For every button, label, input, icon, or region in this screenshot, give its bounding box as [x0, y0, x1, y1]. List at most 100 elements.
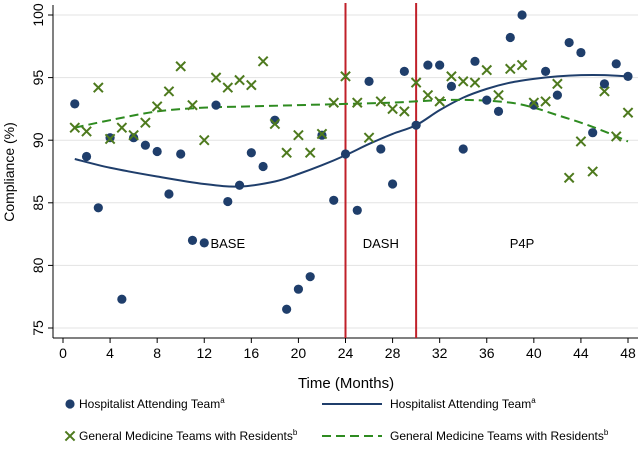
gen-med-point	[552, 78, 563, 90]
gen-med-point	[304, 147, 316, 159]
gen-med-point	[293, 129, 304, 141]
x-tick-label: 20	[291, 345, 307, 361]
series-dots	[70, 10, 633, 314]
hospitalist-point	[588, 128, 598, 138]
legend-superscript: b	[604, 428, 609, 437]
x-tick-label: 24	[338, 345, 354, 361]
gen-med-point	[469, 77, 481, 88]
x-tick-label: 8	[153, 345, 161, 361]
gen-med-point	[481, 64, 493, 76]
gen-med-point	[610, 131, 622, 142]
hospitalist-point	[258, 161, 268, 172]
legend-label: Hospitalist Attending Teama	[390, 396, 536, 411]
gen-med-point	[81, 126, 92, 137]
legend-entry: Hospitalist Attending Teama	[65, 396, 225, 411]
hospitalist-point	[329, 195, 339, 205]
hospitalist-point	[505, 32, 515, 43]
gen-med-point	[446, 71, 457, 82]
gen-med-point	[140, 117, 151, 128]
x-axis-label: Time (Months)	[298, 375, 394, 392]
legend-label: General Medicine Teams with Residentsb	[79, 428, 298, 443]
hospitalist-point	[399, 66, 409, 76]
hospitalist-point	[623, 71, 633, 81]
gen-med-point	[434, 96, 445, 107]
series-solid	[74, 73, 629, 188]
legend-superscript: a	[220, 396, 225, 405]
gen-med-point	[234, 74, 245, 86]
legend-entry: General Medicine Teams with Residentsb	[322, 428, 609, 443]
hospitalist-point	[470, 56, 480, 66]
hospitalist-point	[81, 151, 92, 162]
gen-med-point	[504, 63, 516, 75]
x-tick-label: 4	[106, 345, 114, 361]
gen-med-point	[351, 97, 363, 108]
gen-med-point	[410, 77, 422, 88]
gen-med-point	[422, 89, 434, 101]
phase-label: BASE	[210, 236, 245, 251]
hospitalist-point	[376, 144, 386, 154]
gen-med-point	[116, 122, 128, 133]
hospitalist-point	[223, 196, 233, 207]
gen-med-point	[316, 128, 328, 140]
gen-med-point	[516, 59, 528, 71]
x-tick-label: 0	[59, 345, 67, 361]
gen-med-point	[328, 97, 340, 108]
hospitalist-point	[552, 90, 562, 100]
x-tick-label: 40	[526, 345, 542, 361]
hospitalist-point	[176, 149, 186, 159]
hospitalist-point	[246, 148, 256, 158]
hospitalist-point	[423, 60, 433, 70]
gen-med-point	[622, 107, 634, 118]
gen-med-point	[93, 82, 104, 93]
hospitalist-point	[152, 146, 162, 157]
hospitalist-point	[187, 235, 198, 245]
gen-med-point	[457, 76, 469, 87]
hospitalist-point	[493, 106, 504, 117]
gen-med-point	[128, 129, 139, 141]
gen-med-point	[528, 97, 540, 108]
series-dashed	[74, 98, 629, 143]
gen-med-point	[540, 96, 551, 107]
phase-label: DASH	[363, 236, 399, 251]
hospitalist-point	[305, 272, 315, 282]
hospitalist-point	[517, 10, 527, 20]
gen-med-point	[281, 147, 292, 159]
hospitalist-point	[435, 60, 445, 70]
hospitalist-point	[340, 149, 351, 159]
gen-med-point	[104, 133, 116, 145]
y-tick-label: 80	[30, 257, 46, 273]
phase-lines: BASE DASH P4P	[210, 3, 534, 338]
hospitalist-point	[211, 100, 221, 110]
hospitalist-point	[611, 59, 621, 69]
legend-entry: General Medicine Teams with Residentsb	[64, 428, 298, 443]
hospitalist-point	[529, 100, 539, 110]
gen-med-point	[69, 122, 81, 133]
hospitalist-point	[70, 99, 80, 109]
y-axis-label: Compliance (%)	[1, 122, 17, 222]
gen-med-point	[246, 79, 257, 91]
gen-med-point	[175, 61, 187, 72]
hospitalist-point	[140, 140, 150, 150]
hospitalist-point	[387, 179, 398, 189]
y-tick-label: 85	[30, 195, 46, 211]
y-tick-label: 75	[30, 320, 46, 336]
hospitalist-point	[599, 79, 610, 89]
y-tick-label: 90	[30, 132, 46, 148]
hospitalist-point	[576, 47, 586, 58]
hospitalist-point	[482, 95, 492, 105]
gen-med-point	[375, 96, 387, 107]
phase-label: P4P	[510, 236, 535, 251]
hospitalist-point	[117, 294, 127, 304]
gen-med-point	[269, 118, 281, 130]
hospitalist-point	[352, 205, 362, 215]
gen-med-point	[399, 106, 410, 117]
hospitalist-point	[446, 81, 457, 91]
gen-med-point	[151, 101, 163, 112]
hospitalist-point	[564, 37, 574, 48]
x-tick-label: 32	[432, 345, 448, 361]
hospitalist-point	[234, 180, 245, 190]
gen-med-point	[222, 82, 234, 93]
